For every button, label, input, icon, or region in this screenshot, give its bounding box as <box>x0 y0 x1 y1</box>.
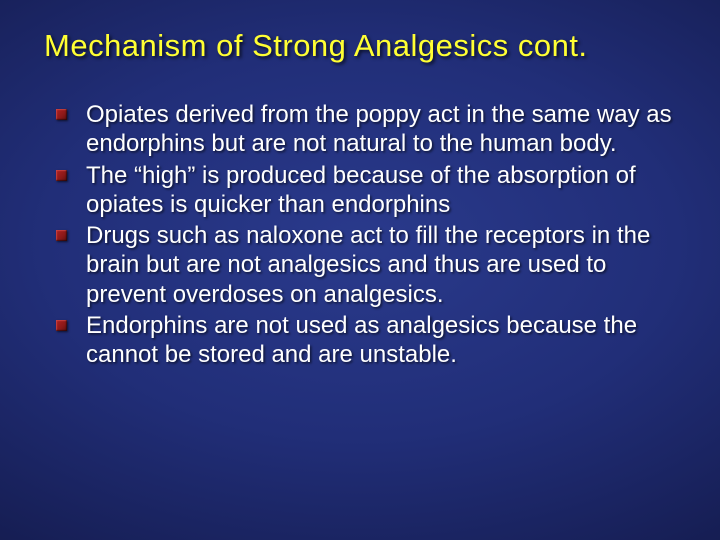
slide-title: Mechanism of Strong Analgesics cont. <box>44 28 676 64</box>
bullet-text: Endorphins are not used as analgesics be… <box>86 312 637 368</box>
bullet-text: Opiates derived from the poppy act in th… <box>86 101 672 157</box>
list-item: Opiates derived from the poppy act in th… <box>78 100 676 159</box>
slide: Mechanism of Strong Analgesics cont. Opi… <box>0 0 720 540</box>
bullet-text: The “high” is produced because of the ab… <box>86 162 636 218</box>
bullet-text: Drugs such as naloxone act to fill the r… <box>86 222 650 308</box>
bullet-list: Opiates derived from the poppy act in th… <box>44 100 676 369</box>
list-item: Endorphins are not used as analgesics be… <box>78 311 676 370</box>
list-item: Drugs such as naloxone act to fill the r… <box>78 221 676 309</box>
list-item: The “high” is produced because of the ab… <box>78 161 676 220</box>
